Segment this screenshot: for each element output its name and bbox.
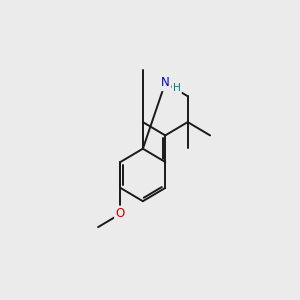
Text: O: O [116, 207, 125, 220]
Text: N: N [161, 76, 170, 89]
Text: H: H [173, 83, 181, 93]
